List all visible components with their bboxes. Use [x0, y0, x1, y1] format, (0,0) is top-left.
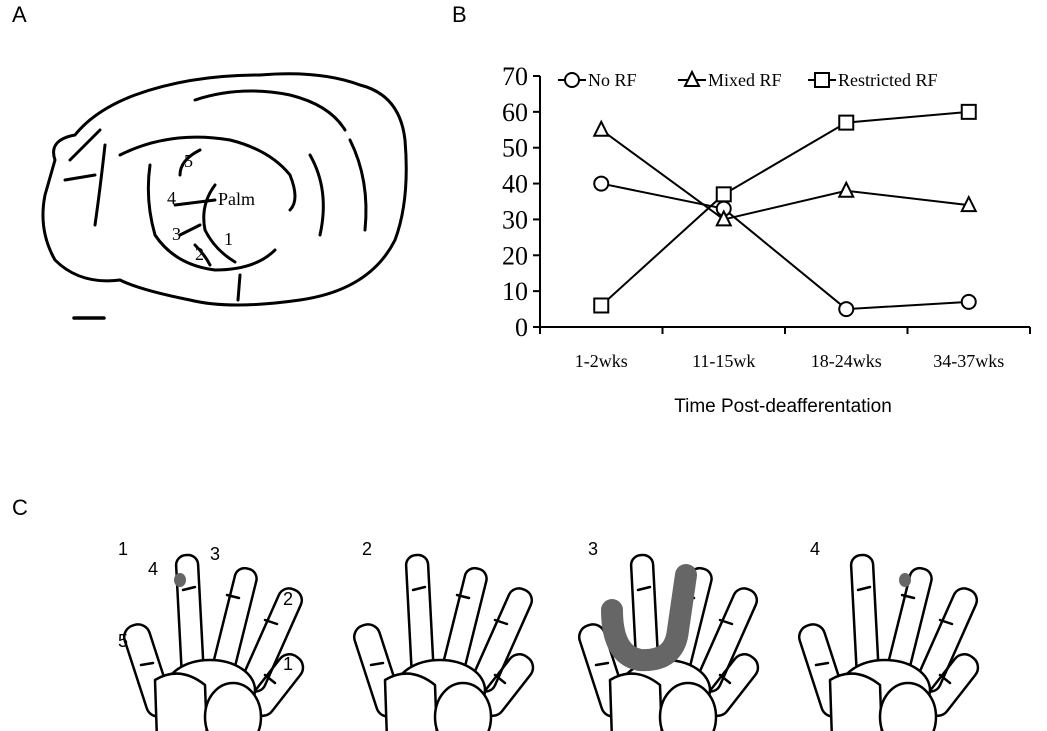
- x-axis-label: Time Post-deafferentation: [674, 396, 892, 417]
- digit-label: 4: [148, 559, 158, 579]
- brain-drawing: [41, 72, 408, 320]
- panel-label: A: [12, 2, 27, 27]
- hand-labels: 1 2 3 4 4 3 2 5 1: [118, 539, 820, 674]
- legend-label: Mixed RF: [708, 70, 782, 90]
- hands: [119, 553, 985, 731]
- digit-label: 5: [118, 631, 128, 651]
- digit-label: 1: [283, 654, 293, 674]
- y-tick-label: 70: [502, 62, 528, 91]
- series-line: [601, 182, 969, 311]
- data-point: [715, 209, 733, 227]
- data-point: [592, 119, 610, 137]
- brain-label: 4: [167, 188, 176, 208]
- x-tick-label: 1-2wks: [575, 351, 628, 371]
- hand-title: 1: [118, 539, 128, 559]
- y-tick-label: 30: [502, 205, 528, 234]
- series-line: [600, 128, 969, 221]
- receptive-field: [601, 564, 697, 672]
- legend-marker: [564, 72, 580, 88]
- data-point: [960, 103, 977, 120]
- x-tick-label: 18-24wks: [811, 351, 882, 371]
- series-line: [600, 110, 969, 307]
- digit-label: 3: [210, 544, 220, 564]
- receptive-field: [174, 573, 186, 587]
- y-tick-label: 50: [502, 134, 528, 163]
- y-tick-label: 60: [502, 98, 528, 127]
- hand-drawing: [119, 553, 310, 731]
- data-point: [593, 297, 610, 314]
- y-tick-label: 0: [515, 313, 528, 342]
- data-point: [593, 175, 610, 192]
- legend-label: Restricted RF: [838, 70, 938, 90]
- receptive-field: [899, 573, 911, 587]
- digit-label: 2: [283, 589, 293, 609]
- brain-label: 5: [184, 151, 193, 171]
- panel-label: C: [12, 495, 28, 520]
- y-tick-label: 20: [502, 241, 528, 270]
- hand-title: 2: [362, 539, 372, 559]
- y-tick-label: 40: [502, 170, 528, 199]
- data-point: [960, 194, 978, 213]
- hand-drawing: [794, 553, 985, 731]
- data-point: [837, 180, 855, 198]
- brain-labels: 5 4 Palm 3 2 1: [167, 151, 255, 264]
- data-point: [838, 301, 855, 318]
- legend-label: No RF: [588, 70, 637, 90]
- brain-label: 1: [224, 229, 233, 249]
- hand-title: 3: [588, 539, 598, 559]
- y-tick-label: 10: [502, 277, 528, 306]
- data-point: [960, 293, 977, 310]
- brain-label: Palm: [218, 189, 255, 209]
- x-tick-label: 11-15wk: [692, 351, 755, 371]
- data-point: [715, 186, 732, 203]
- hand-drawing: [349, 553, 540, 731]
- legend-marker: [683, 69, 701, 87]
- line-chart: 0 10 20 30 40 50 60 70 1-2wks 11-15wk 18-24wks 34-3…: [502, 62, 1031, 371]
- data-point: [838, 114, 855, 131]
- brain-label: 2: [195, 244, 204, 264]
- brain-label: 3: [172, 224, 181, 244]
- legend-marker: [814, 72, 830, 88]
- panel-label: B: [452, 2, 467, 27]
- hand-title: 4: [810, 539, 820, 559]
- x-tick-label: 34-37wks: [933, 351, 1004, 371]
